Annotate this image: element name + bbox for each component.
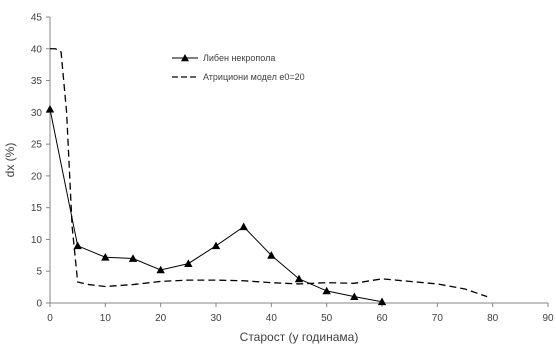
data-point-marker	[377, 297, 387, 306]
data-point-marker	[350, 292, 359, 301]
x-tick-label: 20	[155, 313, 167, 324]
x-axis-ticks: 0 10 20 30 40 50 60 70 80 90	[47, 303, 554, 324]
y-tick-label: 15	[31, 203, 43, 214]
data-point-marker	[239, 222, 248, 231]
series-layer	[45, 48, 488, 306]
data-point-marker	[45, 104, 55, 113]
y-tick-label: 5	[36, 267, 42, 278]
data-point-marker	[128, 254, 138, 262]
data-point-marker	[156, 265, 165, 274]
series-line	[49, 109, 383, 303]
legend: Либен некропола Атрициони модел e0=20	[172, 53, 305, 82]
legend-swatch-marker	[181, 54, 189, 62]
axes	[49, 17, 548, 304]
y-tick-label: 40	[31, 44, 43, 55]
y-axis-title: dx (%)	[3, 143, 17, 178]
data-point-marker	[294, 274, 304, 283]
series-line	[50, 48, 488, 298]
data-point-marker	[101, 253, 110, 261]
x-tick-label: 40	[266, 313, 278, 324]
x-axis-title: Старост (у годинама)	[240, 330, 359, 344]
data-point-marker	[322, 286, 331, 295]
series-1	[50, 48, 488, 298]
y-tick-label: 25	[31, 140, 43, 151]
x-tick-label: 80	[487, 313, 499, 324]
y-tick-label: 10	[31, 235, 43, 246]
data-point-marker	[184, 259, 193, 267]
x-tick-label: 0	[47, 313, 53, 324]
y-tick-label: 0	[36, 299, 42, 310]
x-tick-label: 60	[376, 313, 388, 324]
y-tick-label: 45	[31, 13, 43, 24]
x-tick-label: 70	[432, 313, 444, 324]
x-tick-label: 30	[210, 313, 222, 324]
legend-label: Атрициони модел e0=20	[203, 72, 305, 82]
y-axis-ticks: 0 5 10 15 20 25 30 35 40 45	[31, 13, 50, 310]
x-tick-label: 50	[321, 313, 333, 324]
data-point-marker	[267, 251, 276, 259]
x-tick-label: 90	[542, 313, 554, 324]
legend-label: Либен некропола	[203, 53, 275, 63]
y-tick-label: 30	[31, 108, 43, 119]
data-point-marker	[211, 241, 221, 250]
x-tick-label: 10	[100, 313, 112, 324]
data-point-marker	[73, 241, 82, 250]
y-tick-label: 35	[31, 76, 43, 87]
y-tick-label: 20	[31, 171, 43, 182]
series-0	[45, 104, 387, 306]
